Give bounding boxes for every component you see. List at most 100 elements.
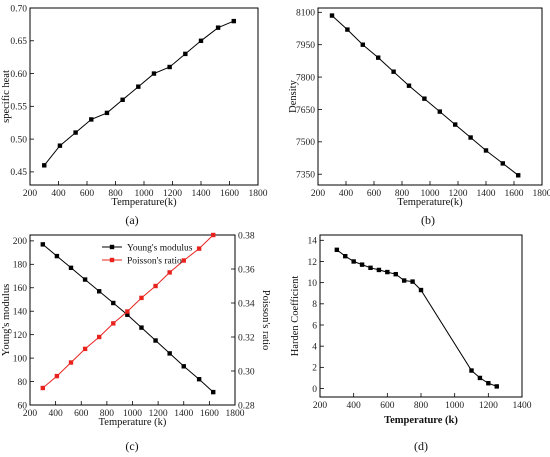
y-tick-label: 7800 [296,73,315,83]
data-point [516,173,521,178]
x-tick-label: 1800 [249,189,268,199]
y-axis-label: Harden Coefficient [290,276,301,357]
y-tick-label: 0.65 [10,37,27,47]
data-point [120,97,125,102]
y-tick-label: 120 [13,331,28,341]
plot-frame [29,7,259,186]
data-point [483,148,489,153]
y-tick-label: 7350 [296,171,315,181]
x-tick-label: 1400 [477,189,496,199]
data-point [376,55,381,60]
x-tick-label: 600 [80,189,95,199]
data-point [385,269,390,275]
data-point [40,385,46,391]
data-point [418,287,424,293]
y-axis-label: specific heat [1,70,12,123]
y-right-tick-label: 0.32 [238,333,255,343]
data-point [196,377,202,382]
data-point [96,289,102,294]
y-tick-label: 14 [308,237,318,247]
data-point [181,364,186,369]
y-tick-label: 7500 [296,138,315,148]
y-tick-label: 2 [312,364,317,374]
x-axis-label: Temperature(k) [111,197,177,208]
y-tick-label: 7950 [296,41,315,51]
data-point [469,368,474,373]
y-tick-label: 12 [308,258,318,268]
series-line [331,15,519,176]
data-point [500,161,505,166]
data-point [167,351,172,356]
x-tick-label: 200 [23,189,38,199]
y-tick-label: 60 [18,401,28,411]
data-point [139,295,144,301]
y-tick-label: 8 [312,300,317,310]
data-point [42,163,47,168]
x-tick-label: 800 [414,401,429,411]
series-line [43,20,234,166]
x-tick-label: 200 [313,401,328,411]
x-tick-label: 1000 [421,189,440,199]
y-tick-label: 4 [312,342,317,352]
data-point [136,84,141,89]
x-tick-label: 400 [347,401,362,411]
y-tick-label: 100 [13,354,28,364]
plot-frame [317,7,543,186]
x-tick-label: 1400 [174,409,193,419]
data-point [82,346,88,352]
x-tick-label: 400 [51,189,66,199]
data-point [196,246,202,251]
data-point [111,321,116,326]
x-tick-label: 400 [49,409,64,419]
data-point [68,265,74,271]
data-point [96,334,102,340]
x-tick-label: 1000 [135,189,154,199]
x-tick-label: 200 [311,189,326,199]
y-tick-label: 0.60 [10,70,27,80]
data-point [68,360,74,365]
data-point [334,247,340,253]
x-tick-label: 1200 [163,189,182,199]
data-point [111,300,116,306]
x-axis-label: Temperature(k) [397,197,463,208]
data-point [181,258,186,263]
panel-label: (a) [125,213,138,227]
data-point [345,27,350,32]
x-tick-label: 1600 [200,409,219,419]
data-point [343,253,348,259]
y-tick-label: 80 [18,378,28,388]
panel-label: (c) [125,439,138,453]
y-tick-label: 6 [312,321,317,331]
x-tick-label: 1600 [505,189,524,199]
data-point [40,242,46,247]
x-tick-label: 1800 [226,409,245,419]
chart-panel-c: 200 400 600 800 1000 1200 1400 1600 1800 60 80 100 1… [1,231,271,453]
y-right-tick-label: 0.34 [238,299,255,309]
data-point [410,279,415,284]
x-tick-label: 1000 [445,401,464,411]
data-point [73,130,78,135]
data-point [82,277,88,282]
data-point [437,109,442,114]
legend-swatch-marker [109,244,115,250]
data-point [54,373,60,379]
y-right-tick-label: 0.36 [238,265,255,275]
data-point [351,259,356,264]
chart-panel-b: 200 400 600 800 1000 1200 1400 1600 1800 7350 7500… [288,7,550,227]
x-tick-label: 1200 [149,409,168,419]
x-tick-label: 600 [380,401,395,411]
data-point [215,25,221,30]
x-tick-label: 800 [108,189,123,199]
legend-swatch-marker [109,257,115,263]
data-point [125,309,130,314]
data-point [494,384,499,389]
y-right-tick-label: 0.38 [238,231,255,241]
y-tick-label: 0.45 [10,168,27,178]
data-point [211,232,216,238]
y-axis-label: Young's modulus [1,284,12,356]
data-point [198,38,204,43]
chart-panel-d: 200 400 600 800 1000 1200 1400 0 2 4 6 8 10 12 14 Tempe… [290,234,532,453]
y-tick-label: 10 [308,279,318,289]
x-axis-label: Temperature (k) [99,417,167,428]
